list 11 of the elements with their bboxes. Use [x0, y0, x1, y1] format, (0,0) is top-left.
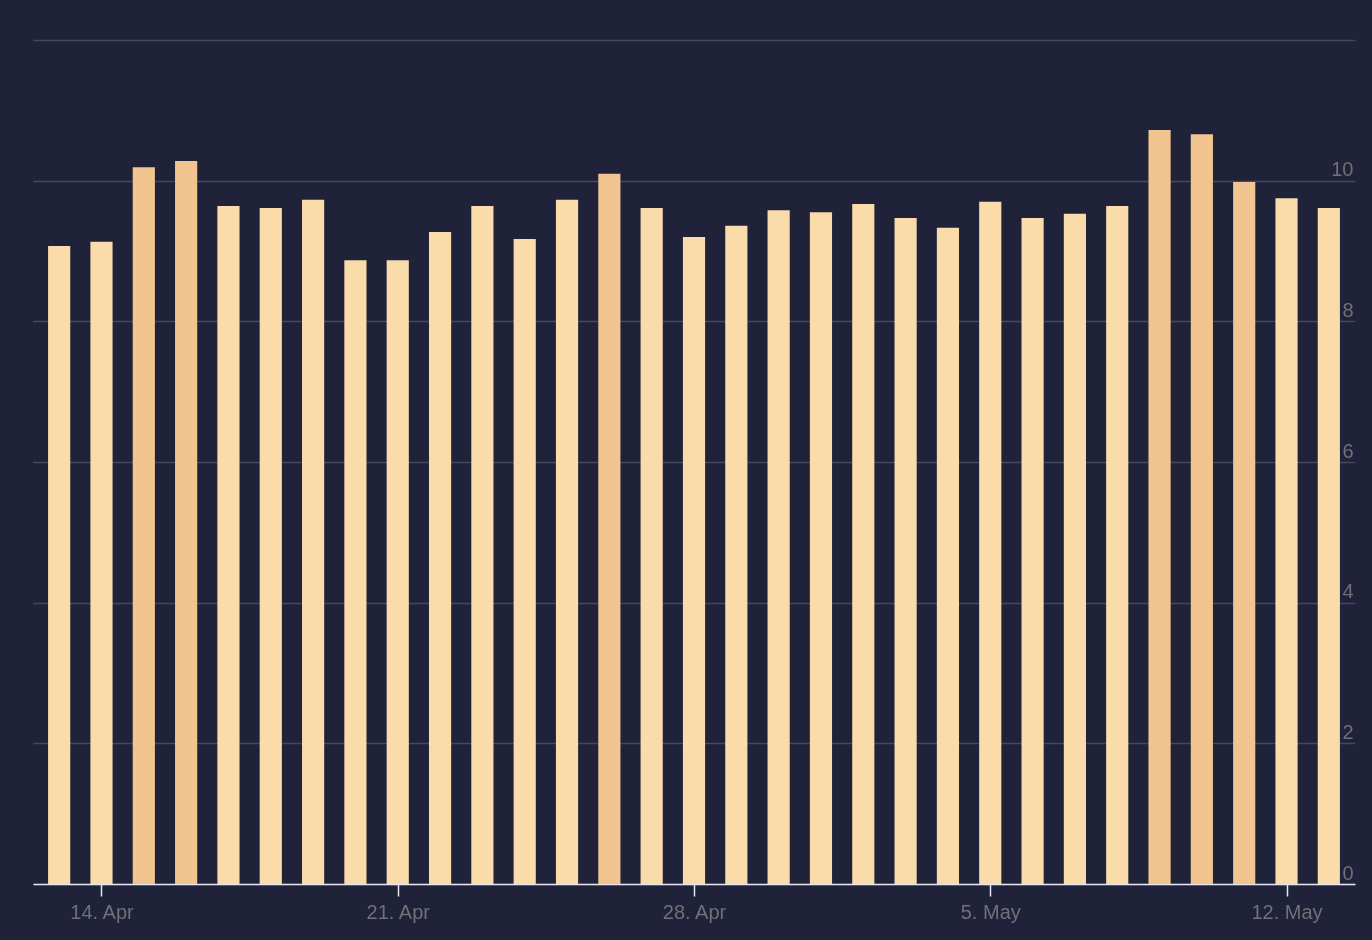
y-tick-label: 6 — [1342, 439, 1354, 462]
x-tick-label: 14. Apr — [70, 900, 135, 923]
x-tick-label: 5. May — [960, 900, 1021, 923]
y-tick-label: 10 — [1331, 158, 1354, 181]
x-tick-label: 21. Apr — [366, 900, 431, 923]
y-tick-label: 4 — [1342, 580, 1354, 603]
y-tick-label: 2 — [1342, 720, 1354, 743]
x-tick-label: 12. May — [1251, 900, 1323, 923]
y-tick-label: 8 — [1342, 298, 1354, 321]
y-tick-label: 0 — [1342, 861, 1354, 884]
x-tick-label: 28. Apr — [662, 900, 727, 923]
